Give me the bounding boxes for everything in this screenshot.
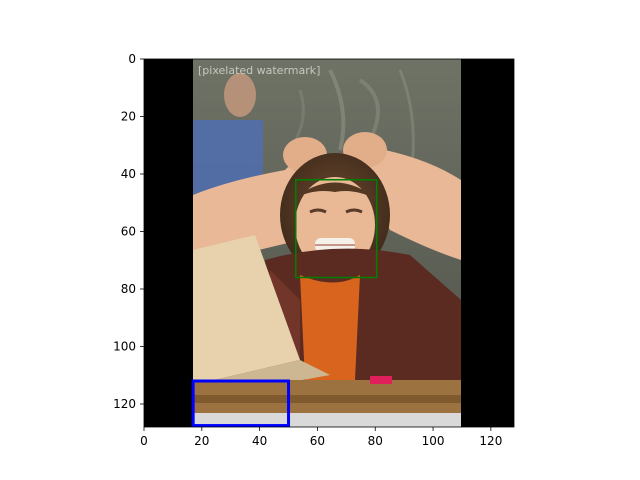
y-tick-label: 120: [113, 397, 136, 411]
y-tick-label: 100: [113, 340, 136, 354]
y-tick-label: 0: [128, 52, 136, 66]
y-tick-label: 80: [121, 282, 136, 296]
photo-image: [pixelated watermark]: [144, 59, 514, 427]
x-tick-label: 80: [368, 434, 383, 448]
x-tick-label: 0: [140, 434, 148, 448]
x-tick-label: 100: [422, 434, 445, 448]
y-tick-label: 60: [121, 225, 136, 239]
svg-text:[pixelated watermark]: [pixelated watermark]: [198, 64, 320, 77]
y-axis: 0 20 40 60 80 100 120: [113, 52, 144, 411]
left-padding: [144, 59, 193, 427]
x-tick-label: 20: [194, 434, 209, 448]
x-tick-label: 120: [479, 434, 502, 448]
x-axis: 0 20 40 60 80 100 120: [140, 427, 502, 448]
x-tick-label: 40: [252, 434, 267, 448]
right-padding: [461, 59, 514, 427]
y-tick-label: 20: [121, 110, 136, 124]
face-box: [295, 179, 378, 279]
x-tick-label: 60: [310, 434, 325, 448]
axes-frame: [143, 58, 515, 428]
y-tick-label: 40: [121, 167, 136, 181]
bottom-left-box: [191, 379, 291, 427]
watermark: [pixelated watermark]: [198, 64, 320, 77]
photo-content: [pixelated watermark]: [193, 59, 461, 427]
